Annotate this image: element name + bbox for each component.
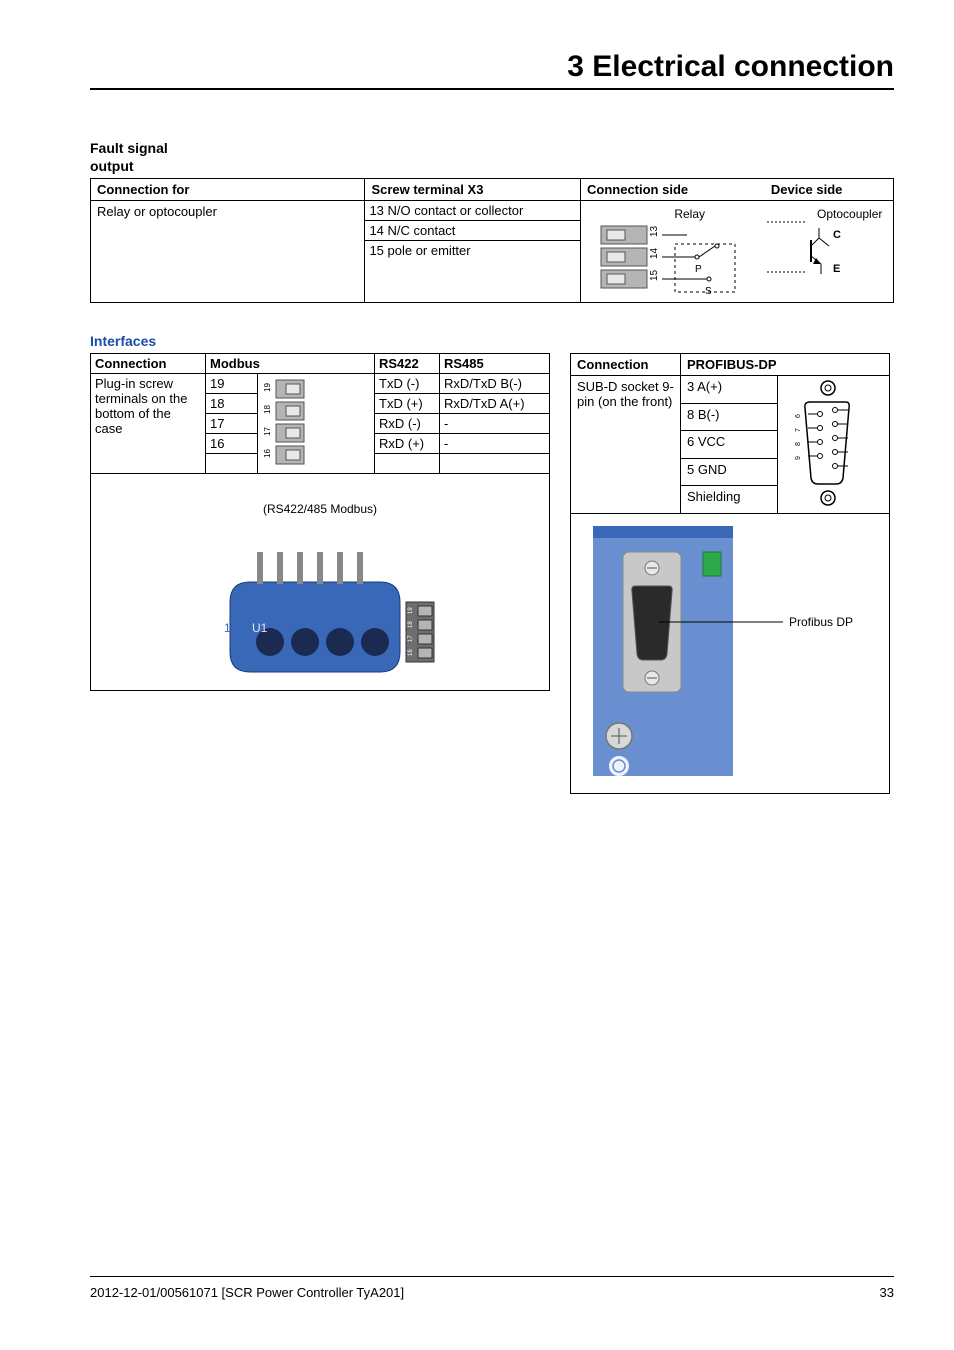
profibus-table: Connection PROFIBUS-DP SUB-D socket 9-pi… [570,353,890,514]
svg-text:6: 6 [795,414,802,418]
svg-text:8: 8 [795,442,802,446]
fault-table: Connection for Screw terminal X3 Connect… [90,178,894,303]
profibus-device-diagram: Profibus DP [583,526,873,776]
svg-text:7: 7 [795,428,802,432]
svg-text:15: 15 [649,269,660,281]
mb-19-485: RxD/TxD B(-) [440,374,550,394]
svg-text:Relay: Relay [674,207,705,221]
svg-text:18: 18 [408,621,414,628]
fault-term-13: 13 N/O contact or collector [365,201,580,221]
mb-18-485: RxD/TxD A(+) [440,394,550,414]
svg-text:U1: U1 [252,621,268,635]
mb-17-485: - [440,414,550,434]
mb-term-svg-cell: 19 18 17 16 [257,374,374,474]
svg-text:19: 19 [263,383,272,392]
svg-text:P: P [695,264,702,275]
fault-diagram: Relay Optocoupler 13 14 15 [587,204,887,299]
modbus-image-box: (RS422/485 Modbus) [90,474,550,691]
fault-term-14: 14 N/C contact [365,221,580,241]
pb-h2: PROFIBUS-DP [681,354,890,376]
fault-h1: Connection for [91,179,365,201]
mb-18-422: TxD (+) [375,394,440,414]
mb-p17: 17 [206,414,258,434]
mb-16-485: - [440,434,550,454]
mb-empty2 [375,454,440,474]
footer-page: 33 [880,1285,894,1300]
mb-h1: Connection [91,354,206,374]
pb-r1: 8 B(-) [681,403,778,431]
title-rule [90,88,894,90]
pb-r2: 6 VCC [681,431,778,459]
svg-text:C: C [833,229,841,241]
mb-conn: Plug-in screw terminals on the bottom of… [91,374,206,474]
pb-r3: 5 GND [681,458,778,486]
pb-dsub-cell: 6 7 8 9 [777,376,889,514]
svg-text:17: 17 [408,635,414,642]
svg-text:18: 18 [263,405,272,414]
fault-term-15: 15 pole or emitter [365,241,580,261]
fault-sub: output [90,158,894,174]
mb-h2: Modbus [206,354,375,374]
pb-conn: SUB-D socket 9-pin (on the front) [571,376,681,514]
mb-h3: RS422 [375,354,440,374]
svg-text:Profibus DP: Profibus DP [789,615,853,629]
svg-text:16: 16 [408,649,414,656]
pb-h1: Connection [571,354,681,376]
mb-p16: 16 [206,434,258,454]
modbus-device-diagram: U1 1 19 18 17 16 [190,522,450,682]
fault-h34: Connection side Device side [581,179,894,201]
fault-h2: Screw terminal X3 [365,179,581,201]
svg-text:14: 14 [649,247,660,259]
footer-left: 2012-12-01/00561071 [SCR Power Controlle… [90,1285,404,1300]
footer-rule [90,1276,894,1277]
modbus-table: Connection Modbus RS422 RS485 Plug-in sc… [90,353,550,474]
profibus-image-box: Profibus DP [570,514,890,794]
mb-empty [206,454,258,474]
fault-terms: 13 N/O contact or collector 14 N/C conta… [365,201,581,303]
mb-19-422: TxD (-) [375,374,440,394]
mb-empty3 [440,454,550,474]
svg-text:17: 17 [263,427,272,436]
mb-16-422: RxD (+) [375,434,440,454]
footer: 2012-12-01/00561071 [SCR Power Controlle… [90,1276,894,1300]
mb-h4: RS485 [440,354,550,374]
svg-text:13: 13 [649,225,660,237]
svg-text:19: 19 [408,607,414,614]
svg-text:9: 9 [795,456,802,460]
mb-p19: 19 [206,374,258,394]
chapter-title: 3 Electrical connection [90,50,894,84]
mb-17-422: RxD (-) [375,414,440,434]
fault-diagram-cell: Relay Optocoupler 13 14 15 [581,201,894,303]
mb-p18: 18 [206,394,258,414]
interfaces-heading: Interfaces [90,333,894,349]
fault-heading: Fault signal [90,140,894,156]
fault-conn-for: Relay or optocoupler [91,201,365,303]
svg-text:16: 16 [263,449,272,458]
svg-text:S: S [705,286,712,297]
dsub-icon: 6 7 8 9 [780,378,852,508]
modbus-terminal-icon: 19 18 17 16 [260,376,308,468]
pb-r0: 3 A(+) [681,376,778,404]
modbus-caption: (RS422/485 Modbus) [99,502,541,516]
svg-text:1: 1 [224,621,231,635]
svg-text:Optocoupler: Optocoupler [817,207,882,221]
svg-text:E: E [833,263,840,275]
pb-r4: Shielding [681,486,778,514]
